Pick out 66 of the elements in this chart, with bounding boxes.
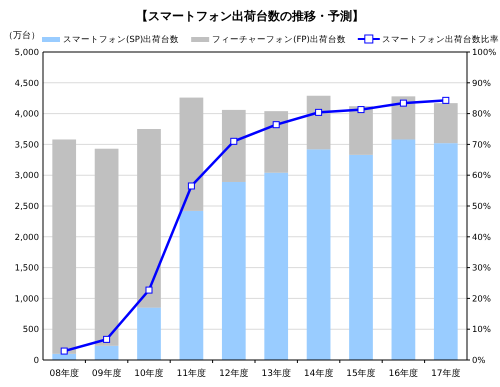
- bar: [306, 96, 330, 150]
- legend-label: フィーチャーフォン(FP)出荷台数: [212, 34, 346, 45]
- chart-title: 【スマートフォン出荷台数の推移・予測】: [136, 9, 364, 23]
- bar: [349, 154, 373, 360]
- y-tick-label: 0: [34, 356, 39, 366]
- legend-label: スマートフォン(SP)出荷台数: [63, 34, 180, 45]
- point: [400, 100, 407, 107]
- point: [358, 106, 364, 114]
- bar: [94, 346, 118, 360]
- x-tick-label: 09年度: [92, 368, 122, 379]
- bar: [94, 148, 118, 346]
- y-tick-label: 1,000: [14, 294, 39, 304]
- x-tick-label: 13年度: [261, 368, 291, 379]
- y-tick-label: 3,000: [14, 171, 39, 182]
- y-tick-label: 2,000: [14, 232, 39, 243]
- x-tick-label: 08年度: [49, 368, 79, 379]
- bar: [392, 96, 416, 140]
- y2-tick-label: 70%: [472, 140, 491, 150]
- bar: [180, 98, 204, 211]
- point: [188, 182, 195, 190]
- y-axis-title: （万台）: [4, 30, 40, 41]
- bar: [264, 111, 288, 173]
- y2-tick-label: 60%: [472, 171, 491, 182]
- y2-tick-label: 100%: [472, 48, 496, 58]
- y-tick-label: 1,500: [14, 264, 39, 274]
- y2-tick-label: 90%: [472, 78, 491, 89]
- point: [442, 96, 450, 104]
- y2-tick-label: 30%: [472, 264, 491, 274]
- y-tick-label: 500: [22, 325, 39, 336]
- x-tick-label: 11年度: [176, 368, 206, 379]
- bar: [434, 143, 458, 360]
- y-tick-label: 4,000: [14, 110, 39, 120]
- bar: [52, 139, 76, 354]
- y2-tick-label: 10%: [472, 325, 491, 336]
- bar: [222, 110, 246, 182]
- point: [315, 108, 322, 116]
- point: [272, 121, 280, 128]
- y-tick-label: 2,500: [14, 202, 39, 212]
- bar: [306, 149, 330, 360]
- bar: [137, 308, 161, 360]
- x-tick-label: 17年度: [431, 368, 461, 379]
- x-tick-label: 12年度: [219, 368, 249, 379]
- bar: [392, 139, 416, 360]
- bar: [137, 129, 161, 308]
- y2-tick-label: 0%: [472, 356, 486, 366]
- y-tick-label: 3,500: [14, 140, 39, 150]
- point: [230, 138, 238, 145]
- point: [146, 286, 152, 294]
- y2-tick-label: 50%: [472, 202, 491, 212]
- y2-tick-label: 20%: [472, 294, 491, 304]
- y-tick-label: 5,000: [14, 48, 39, 58]
- bar: [180, 210, 204, 360]
- x-tick-label: 14年度: [304, 368, 334, 379]
- x-tick-label: 10年度: [134, 368, 164, 379]
- bar: [264, 172, 288, 360]
- y-tick-label: 4,500: [14, 78, 39, 89]
- legend-label: スマートフォン出荷台数比率: [382, 34, 499, 45]
- x-tick-label: 15年度: [346, 368, 376, 379]
- y2-tick-label: 40%: [472, 232, 491, 243]
- bar: [349, 106, 373, 155]
- point: [103, 336, 110, 343]
- bar: [434, 103, 458, 144]
- x-tick-label: 16年度: [388, 368, 418, 379]
- point: [60, 348, 68, 355]
- bar: [222, 182, 246, 360]
- y2-tick-label: 80%: [472, 110, 491, 120]
